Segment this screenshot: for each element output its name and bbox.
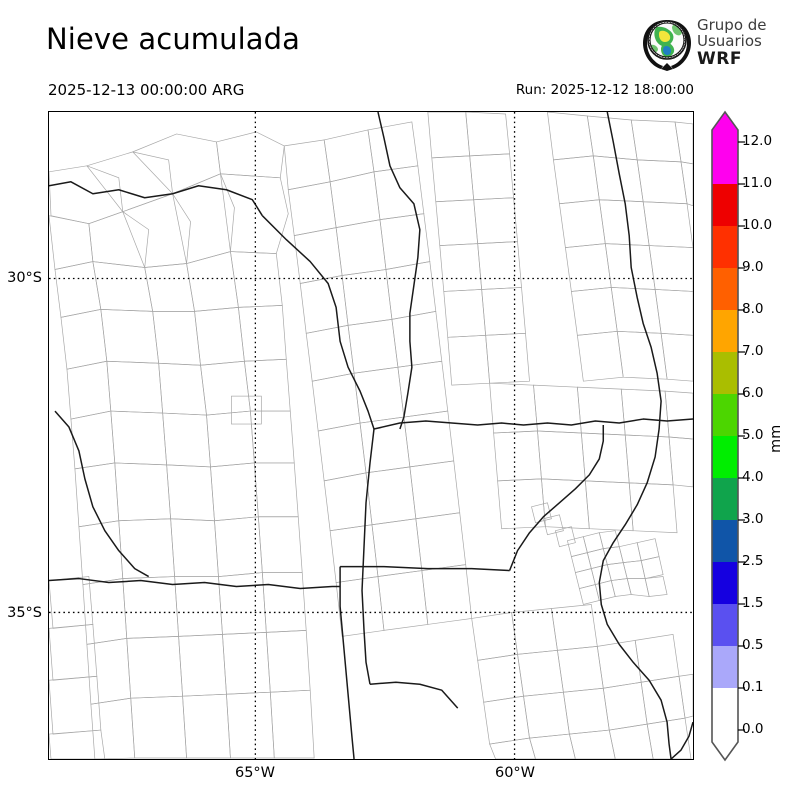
globe-emblem-icon — [639, 15, 695, 71]
colorbar-border — [711, 110, 739, 762]
logo-line-wrf: WRF — [697, 49, 742, 69]
colorbar-band — [712, 184, 738, 227]
colorbar-tick-label: 7.0 — [742, 343, 764, 359]
colorbar-tick-label: 9.0 — [742, 259, 764, 275]
colorbar-band — [712, 688, 738, 731]
colorbar-tick-label: 8.0 — [742, 301, 764, 317]
lat-label-35s: 35°S — [7, 605, 42, 621]
run-time-label: Run: 2025-12-12 18:00:00 — [515, 82, 694, 98]
colorbar-tick-label: 12.0 — [742, 133, 773, 149]
valid-time-label: 2025-12-13 00:00:00 ARG — [48, 81, 245, 99]
colorbar-band — [712, 226, 738, 269]
map-background — [49, 112, 693, 759]
map-canvas — [49, 112, 693, 759]
colorbar-tick-label: 3.0 — [742, 511, 764, 527]
colorbar-tick-label: 0.0 — [742, 721, 764, 737]
logo-text: Grupo de Usuarios WRF — [697, 16, 797, 74]
colorbar-band — [712, 604, 738, 647]
colorbar-tick-labels: 12.0 11.0 10.0 9.0 8.0 7.0 6.0 5.0 4.0 3.0 2.5 1.5 0… — [742, 105, 788, 765]
colorbar-band — [712, 520, 738, 563]
graticule — [49, 112, 693, 759]
lon-label-60w: 60°W — [494, 765, 536, 781]
colorbar-tick-label: 2.5 — [742, 553, 764, 569]
colorbar-tick-label: 1.5 — [742, 595, 764, 611]
colorbar-outline — [711, 110, 739, 762]
colorbar-tick-label: 5.0 — [742, 427, 764, 443]
colorbar-band — [712, 310, 738, 353]
logo-line-2: Usuarios — [697, 32, 762, 50]
colorbar-canvas — [711, 110, 745, 762]
colorbar-band — [712, 352, 738, 395]
logo-line-1: Grupo de — [697, 16, 767, 34]
colorbar-bands — [712, 112, 738, 760]
colorbar-band — [712, 394, 738, 437]
colorbar-band — [712, 142, 738, 185]
colorbar-tick-label: 11.0 — [742, 175, 773, 191]
province-boundaries — [49, 112, 693, 759]
colorbar-band — [712, 478, 738, 521]
colorbar-unit-text: mm — [768, 424, 784, 453]
colorbar-ticks — [738, 141, 745, 731]
colorbar-band — [712, 436, 738, 479]
colorbar-band — [712, 562, 738, 605]
colorbar-tick-label: 4.0 — [742, 469, 764, 485]
colorbar-band — [712, 646, 738, 689]
colorbar-tick-label: 0.1 — [742, 679, 764, 695]
logo: Grupo de Usuarios WRF — [639, 13, 797, 75]
lat-label-30s: 30°S — [7, 270, 42, 286]
colorbar-unit-label: mm — [764, 415, 788, 467]
map-plot-area[interactable] — [48, 111, 694, 760]
colorbar-tick-label: 6.0 — [742, 385, 764, 401]
page-title: Nieve acumulada — [46, 22, 301, 56]
colorbar[interactable] — [707, 105, 749, 765]
colorbar-over-arrow — [712, 112, 738, 142]
lon-label-65w: 65°W — [234, 765, 276, 781]
colorbar-tick-label: 10.0 — [742, 217, 773, 233]
colorbar-band — [712, 268, 738, 311]
colorbar-under-arrow — [712, 730, 738, 760]
colorbar-tick-label: 0.5 — [742, 637, 764, 653]
